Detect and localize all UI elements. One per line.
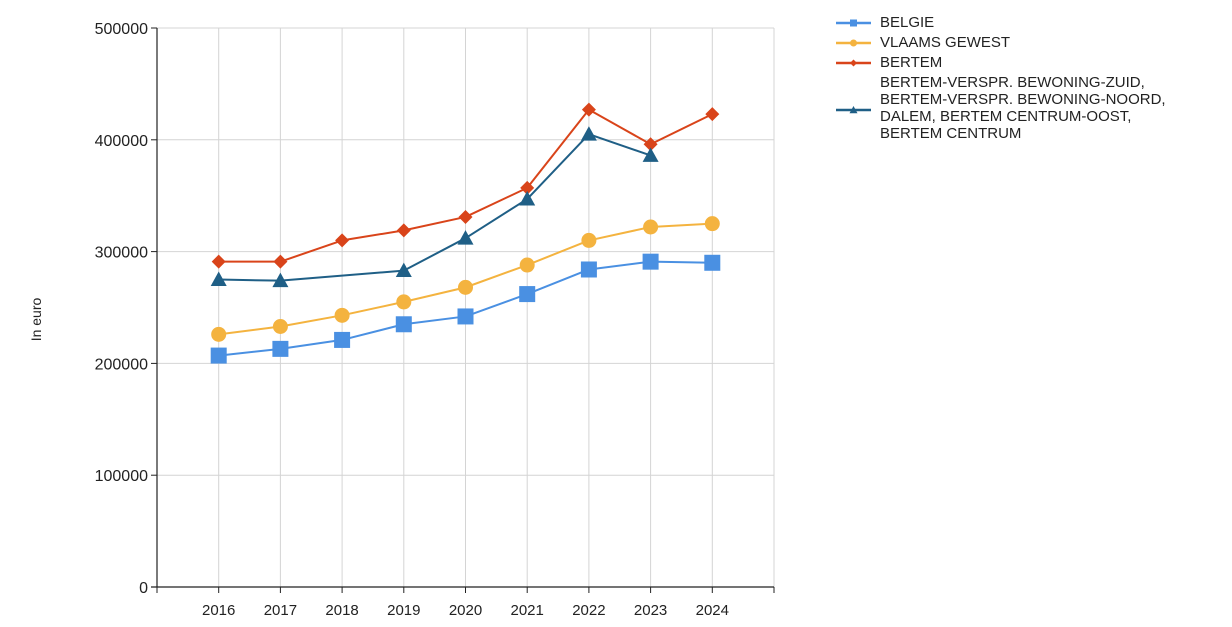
data-point: [457, 308, 474, 325]
data-point: [519, 257, 535, 273]
data-point: [580, 126, 597, 141]
y-axis-title: In euro: [28, 297, 44, 341]
data-point: [643, 137, 658, 152]
data-point: [211, 254, 226, 269]
data-point: [457, 230, 474, 245]
y-tick-label: 100000: [95, 468, 148, 485]
x-tick-label: 2023: [634, 602, 667, 619]
data-point: [704, 216, 720, 232]
data-point: [519, 191, 536, 206]
data-point: [210, 347, 227, 364]
data-point: [458, 209, 473, 224]
x-tick-label: 2018: [325, 602, 358, 619]
x-tick-label: 2017: [264, 602, 297, 619]
data-point: [396, 223, 411, 238]
legend-swatch-marker: [849, 106, 858, 114]
data-point: [335, 233, 350, 248]
x-tick-label: 2016: [202, 602, 235, 619]
data-point: [642, 253, 659, 270]
data-point: [272, 319, 288, 335]
x-tick-label: 2020: [449, 602, 482, 619]
legend-item: VLAAMS GEWEST: [836, 34, 1010, 51]
legend-item: BERTEM: [836, 54, 942, 71]
data-point: [580, 261, 597, 278]
legend-label: BERTEM-VERSPR. BEWONING-NOORD,: [880, 91, 1166, 108]
y-tick-label: 400000: [95, 133, 148, 150]
data-point: [210, 271, 227, 286]
data-point: [272, 272, 289, 288]
legend-swatch-marker: [850, 59, 857, 67]
data-point: [334, 307, 350, 323]
x-tick-label: 2024: [696, 602, 729, 619]
series-2: [211, 216, 720, 342]
legend-swatch-marker: [850, 19, 857, 27]
data-point: [643, 219, 659, 235]
data-point: [581, 232, 597, 248]
data-point: [211, 326, 227, 342]
data-point: [272, 340, 289, 357]
y-tick-label: 300000: [95, 245, 148, 262]
data-point: [273, 254, 288, 269]
x-tick-label: 2022: [572, 602, 605, 619]
data-point: [395, 262, 412, 278]
data-point: [704, 254, 721, 271]
axes: 0 100000 200000 300000 400000 500000 2016 2017 2…: [95, 21, 775, 619]
data-point: [458, 279, 473, 295]
series-1: [210, 253, 721, 364]
data-point: [642, 147, 659, 162]
series-4: [210, 126, 659, 288]
legend-label: BERTEM: [880, 54, 942, 71]
legend-swatch-marker: [850, 39, 857, 47]
legend: BELGIE VLAAMS GEWEST BERTEM BERTEM-VERSPR. …: [836, 14, 1166, 142]
legend-item: BELGIE: [836, 14, 934, 31]
legend-label: DALEM, BERTEM CENTRUM-OOST,: [880, 108, 1131, 125]
legend-label: BERTEM-VERSPR. BEWONING-ZUID,: [880, 74, 1145, 91]
data-point: [334, 331, 351, 348]
data-point: [520, 180, 535, 195]
legend-item: BERTEM-VERSPR. BEWONING-ZUID,BERTEM-VERS…: [836, 74, 1166, 142]
y-tick-label: 200000: [95, 356, 148, 373]
x-tick-label: 2019: [387, 602, 420, 619]
data-point: [519, 286, 536, 303]
data-point: [581, 102, 596, 117]
data-point: [396, 294, 412, 310]
series-3: [211, 102, 720, 269]
legend-label: VLAAMS GEWEST: [880, 34, 1010, 51]
series-layer: [210, 102, 721, 364]
legend-label: BELGIE: [880, 14, 934, 31]
data-point: [395, 316, 412, 333]
y-tick-label: 0: [139, 580, 148, 597]
x-tick-label: 2021: [511, 602, 544, 619]
y-tick-label: 500000: [95, 21, 148, 38]
grid-lines: [157, 27, 775, 587]
legend-label: BERTEM CENTRUM: [880, 125, 1021, 142]
data-point: [705, 107, 720, 122]
